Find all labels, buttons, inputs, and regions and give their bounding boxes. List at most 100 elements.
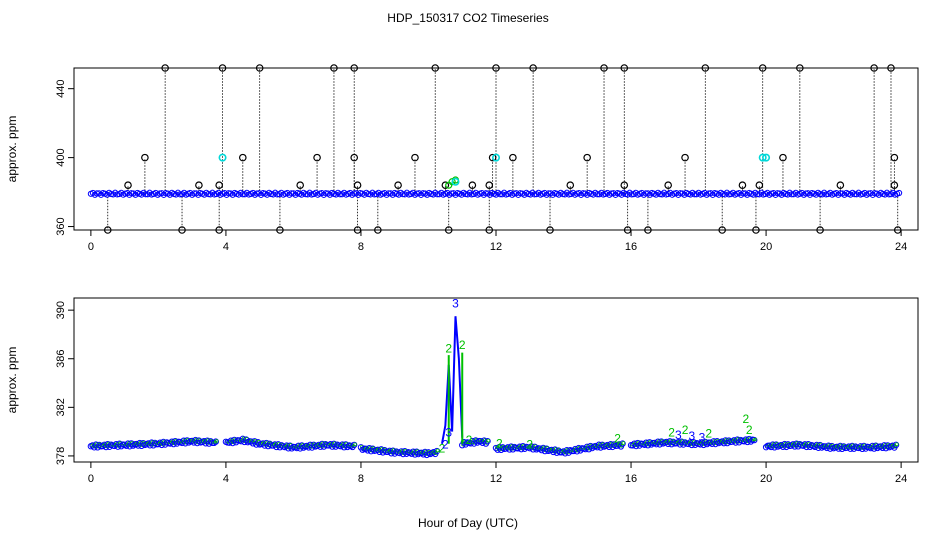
- data-point: [161, 64, 169, 72]
- data-point: [718, 226, 726, 234]
- series-inner-point: [621, 441, 626, 445]
- baseline-point: [754, 191, 761, 198]
- point-label: 3: [699, 430, 706, 444]
- y-tick-label: 386: [55, 350, 67, 368]
- point-label: 2: [682, 423, 689, 437]
- data-point: [779, 153, 787, 162]
- data-point: [124, 181, 132, 189]
- series-inner-point: [486, 438, 491, 443]
- data-point: [890, 181, 899, 189]
- data-point: [758, 64, 767, 72]
- series-point: [362, 445, 370, 452]
- baseline-point: [802, 190, 810, 197]
- data-point: [441, 181, 450, 189]
- x-tick-label: 4: [223, 473, 229, 485]
- x-tick-label: 12: [490, 241, 502, 253]
- series-inner-point: [753, 437, 757, 442]
- baseline-point: [788, 191, 795, 198]
- point-label: 3: [675, 428, 682, 442]
- point-label: 2: [466, 433, 473, 447]
- baseline-point: [288, 190, 295, 197]
- baseline-point: [274, 191, 281, 198]
- data-point: [887, 64, 895, 72]
- x-tick-label: 8: [358, 473, 364, 485]
- point-label: 2: [526, 438, 533, 452]
- data-point: [816, 226, 824, 234]
- data-point: [178, 226, 186, 234]
- x-tick-label: 16: [625, 473, 637, 485]
- data-point: [276, 226, 284, 234]
- top-panel: 0 4 8 12 16 20 24 360 400 440 approx. ppm: [5, 64, 919, 253]
- baseline-point: [642, 190, 649, 197]
- top-panel-ylabel: approx. ppm: [5, 116, 19, 183]
- baseline-point: [545, 190, 552, 197]
- data-point: [141, 153, 149, 162]
- series-point: [212, 438, 219, 445]
- point-label: 3: [688, 429, 695, 443]
- x-tick-label: 4: [223, 241, 229, 253]
- x-tick-label: 24: [895, 473, 907, 485]
- baseline-point: [93, 190, 101, 197]
- point-label: 2: [705, 427, 712, 441]
- baseline-point: [399, 191, 406, 198]
- cyan-point: [758, 153, 767, 162]
- data-point: [755, 181, 764, 189]
- x-tick-label: 20: [760, 473, 772, 485]
- data-point: [492, 64, 500, 72]
- point-label: 2: [746, 423, 753, 437]
- baseline-point: [656, 191, 664, 198]
- baseline-point: [580, 190, 587, 197]
- y-tick-label: 440: [55, 80, 67, 98]
- data-point: [890, 153, 899, 162]
- baseline-point: [448, 190, 455, 197]
- series-point: [347, 442, 355, 450]
- series-point: [585, 445, 593, 453]
- data-point: [444, 226, 453, 234]
- data-point: [485, 226, 494, 234]
- data-point: [431, 64, 440, 72]
- cyan-point: [762, 153, 771, 162]
- data-point: [350, 153, 359, 162]
- data-point: [664, 181, 672, 189]
- data-point: [330, 64, 338, 72]
- series-point: [573, 448, 581, 455]
- baseline-point: [142, 191, 149, 198]
- point-label: 2: [439, 441, 446, 455]
- data-point: [796, 64, 804, 72]
- series-point: [747, 438, 755, 445]
- point-label: 3: [452, 297, 459, 311]
- data-point: [374, 226, 382, 234]
- point-label: 2: [442, 438, 449, 452]
- data-point: [239, 153, 247, 162]
- baseline-point: [336, 191, 344, 198]
- cyan-point: [451, 177, 460, 186]
- data-point: [218, 64, 227, 72]
- bottom-panel-axes: 0 4 8 12 16 20 24 378 382 386 390: [55, 301, 907, 485]
- data-point: [255, 64, 264, 72]
- x-tick-label: 8: [358, 241, 364, 253]
- baseline-point: [128, 190, 135, 197]
- y-tick-label: 390: [55, 301, 67, 319]
- baseline-point: [851, 191, 858, 198]
- data-point: [296, 181, 304, 189]
- data-point: [620, 181, 629, 189]
- baseline-point: [239, 191, 246, 198]
- y-tick-label: 400: [55, 148, 67, 166]
- series-point: [751, 436, 758, 444]
- data-point: [870, 64, 878, 72]
- series-inner-point: [435, 448, 440, 453]
- y-tick-label: 382: [55, 398, 67, 416]
- data-point: [215, 181, 223, 189]
- x-axis-label: Hour of Day (UTC): [418, 516, 518, 530]
- series-point: [892, 441, 900, 449]
- data-point: [488, 153, 497, 162]
- point-label: 2: [459, 338, 466, 352]
- data-point: [350, 64, 359, 72]
- baseline-point: [225, 190, 232, 197]
- figure-title: HDP_150317 CO2 Timeseries: [387, 11, 548, 25]
- data-point: [103, 226, 112, 234]
- baseline-point: [385, 190, 392, 197]
- data-point: [529, 64, 537, 72]
- cyan-point: [491, 153, 500, 162]
